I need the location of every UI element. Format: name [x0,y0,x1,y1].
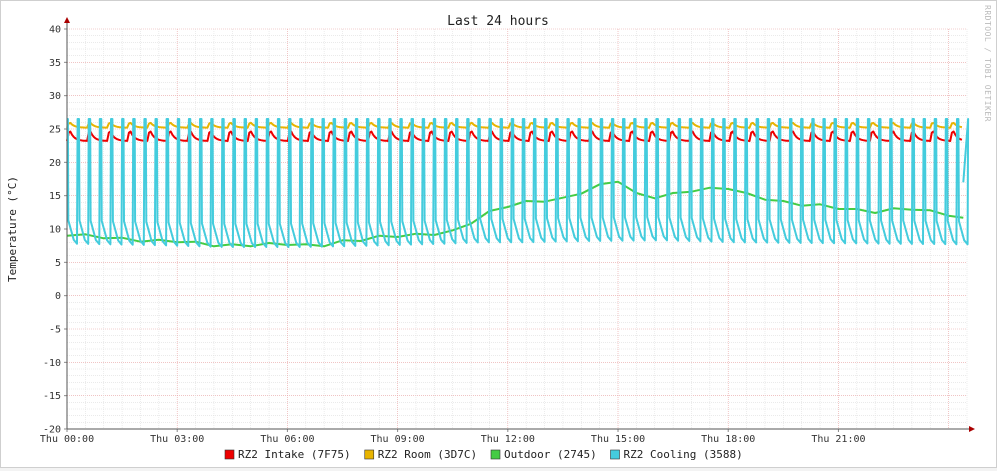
x-tick-label: Thu 03:00 [150,434,204,445]
legend-swatch [224,449,235,460]
legend-label: RZ2 Room (3D7C) [378,448,477,461]
legend-swatch [490,449,501,460]
y-tick-label: -10 [43,358,61,369]
legend: RZ2 Intake (7F75) RZ2 Room (3D7C) Outdoor … [224,448,743,461]
chart-title: Last 24 hours [447,14,549,29]
y-tick-label: 40 [49,25,61,36]
y-tick-label: 15 [49,191,61,202]
series-rz2-cooling-3588 [66,118,970,248]
x-tick-label: Thu 15:00 [591,434,645,445]
y-tick-label: 5 [55,258,61,269]
y-tick-label: 0 [55,291,61,302]
legend-label: Outdoor (2745) [504,448,597,461]
x-axis-arrow [969,426,975,432]
x-tick-label: Thu 21:00 [811,434,865,445]
plot-area [66,118,970,248]
x-tick-label: Thu 09:00 [371,434,425,445]
x-tick-label: Thu 18:00 [701,434,755,445]
y-tick-label: -5 [49,325,61,336]
y-tick-label: 20 [49,158,61,169]
y-tick-label: -15 [43,391,61,402]
y-tick-label: 35 [49,58,61,69]
y-axis-arrow [64,17,70,23]
y-tick-label: 10 [49,225,61,236]
legend-label: RZ2 Cooling (3588) [624,448,743,461]
x-tick-label: Thu 00:00 [40,434,94,445]
legend-swatch [610,449,620,460]
y-tick-label: 25 [49,125,61,136]
x-tick-label: Thu 06:00 [260,434,314,445]
y-axis-label: Temperature (°C) [6,176,19,282]
watermark: RRDTOOL / TOBI OETIKER [983,5,992,122]
legend-swatch [364,449,375,460]
series-outdoor-2745 [66,180,964,248]
y-tick-label: -20 [43,425,61,436]
legend-label: RZ2 Intake (7F75) [238,448,351,461]
x-tick-label: Thu 12:00 [481,434,535,445]
y-tick-label: 30 [49,91,61,102]
